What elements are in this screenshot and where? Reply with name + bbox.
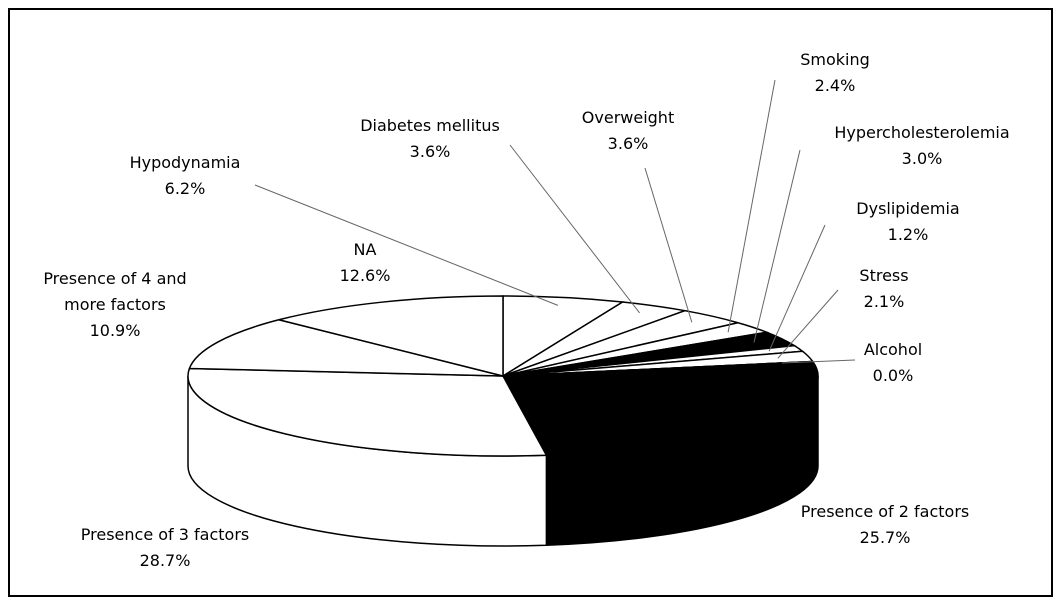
leader-line xyxy=(777,289,839,359)
leader-line xyxy=(768,224,826,352)
leader-line xyxy=(254,184,559,306)
category-label: Diabetes mellitus xyxy=(360,116,500,135)
slice-label: Diabetes mellitus 3.6% xyxy=(360,113,500,165)
slice-label: Smoking 2.4% xyxy=(800,47,870,99)
slice xyxy=(501,360,819,457)
value-label: 0.0% xyxy=(872,366,914,385)
category-label: Presence of 3 factors xyxy=(80,525,250,544)
slice-label: Hypodynamia 6.2% xyxy=(130,150,241,202)
slice-label: Presence of 4 and more factors 10.9% xyxy=(25,266,205,344)
slice xyxy=(188,319,504,377)
category-label: Dyslipidemia xyxy=(856,199,960,218)
category-label: Overweight xyxy=(581,108,675,127)
value-label: 3.0% xyxy=(901,149,943,168)
leader-line xyxy=(781,359,856,364)
slice xyxy=(278,295,504,377)
category-label: Alcohol xyxy=(863,340,923,359)
slice-label: Alcohol 0.0% xyxy=(864,337,922,389)
slice-label: Presence of 3 factors 28.7% xyxy=(81,522,249,574)
category-label: Hypercholesterolemia xyxy=(834,123,1010,142)
value-label: 28.7% xyxy=(139,551,191,570)
value-label: 1.2% xyxy=(887,225,929,244)
slice xyxy=(187,367,548,457)
value-label: 2.4% xyxy=(814,76,856,95)
category-label: NA xyxy=(353,240,377,259)
value-label: 3.6% xyxy=(607,134,649,153)
slice-label: Overweight 3.6% xyxy=(582,105,674,157)
leader-line xyxy=(753,149,801,343)
value-label: 25.7% xyxy=(859,528,911,547)
slice-label: Hypercholesterolemia 3.0% xyxy=(834,120,1009,172)
leader-line xyxy=(727,79,776,333)
leader-line xyxy=(644,167,693,323)
leader-line xyxy=(509,144,640,314)
slice-label: Dyslipidemia 1.2% xyxy=(856,196,959,248)
category-label: Presence of 4 and more factors xyxy=(43,269,187,314)
value-label: 12.6% xyxy=(339,266,391,285)
category-label: Presence of 2 factors xyxy=(800,502,970,521)
value-label: 10.9% xyxy=(89,321,141,340)
value-label: 3.6% xyxy=(409,142,451,161)
category-label: Smoking xyxy=(800,50,870,69)
slice-label: Stress 2.1% xyxy=(859,263,908,315)
slice-label: Presence of 2 factors 25.7% xyxy=(801,499,969,551)
value-label: 2.1% xyxy=(863,292,905,311)
value-label: 6.2% xyxy=(164,179,206,198)
category-label: Hypodynamia xyxy=(129,153,241,172)
slice xyxy=(502,295,625,378)
slice-label: NA 12.6% xyxy=(340,237,391,289)
category-label: Stress xyxy=(859,266,909,285)
